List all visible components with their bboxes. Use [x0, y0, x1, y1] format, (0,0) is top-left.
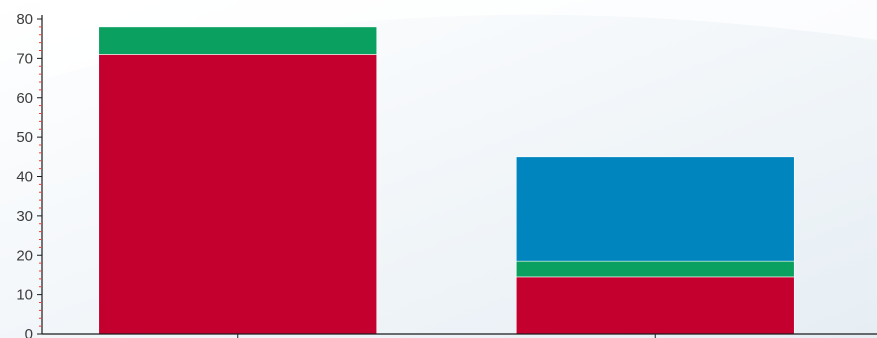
bar-segment-1-1	[98, 54, 378, 335]
bar-segment-2-3	[515, 156, 795, 262]
y-tick-label: 60	[16, 90, 33, 107]
bar-segment-1-2	[98, 26, 378, 55]
y-tick-label: 80	[16, 11, 33, 28]
x-axis	[42, 333, 877, 338]
y-tick-label: 40	[16, 169, 33, 186]
y-tick-label: 70	[16, 50, 33, 67]
y-tick-label: 10	[16, 287, 33, 304]
y-tick-label: 30	[16, 208, 33, 225]
y-axis: 0 10 20 30 40 50 60 70 80	[16, 11, 43, 338]
background-swoosh	[40, 0, 877, 80]
bar-segment-2-1	[515, 276, 795, 335]
y-tick-label: 50	[16, 129, 33, 146]
y-tick-label: 0	[25, 326, 33, 338]
bar-segment-2-2	[515, 260, 795, 278]
y-tick-label: 20	[16, 247, 33, 264]
bars	[98, 26, 795, 335]
